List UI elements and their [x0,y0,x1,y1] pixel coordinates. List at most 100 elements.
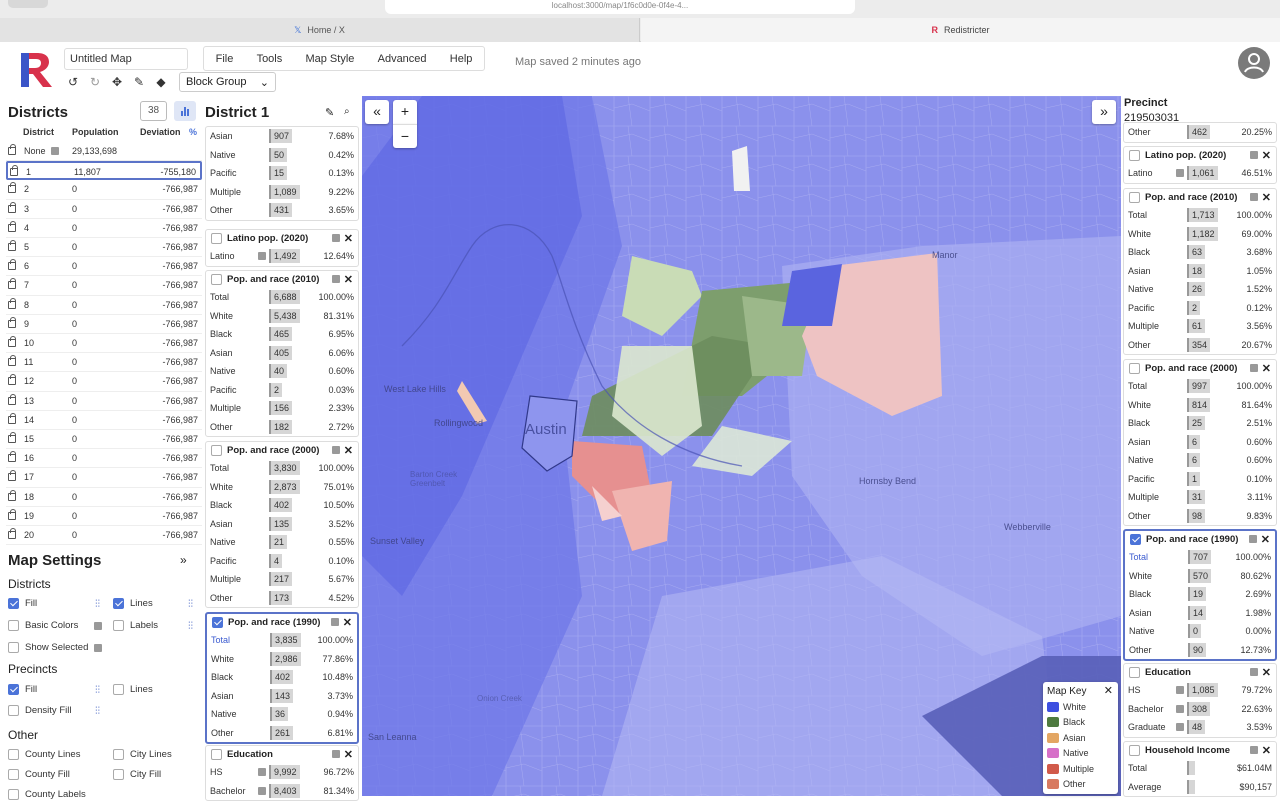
basic-colors-checkbox[interactable] [8,620,19,631]
card-checkbox[interactable] [1129,745,1140,756]
zoom-out-button[interactable]: − [393,124,417,148]
edit-icon[interactable]: ✎ [325,107,335,119]
district-row[interactable]: 18 0 -766,987 [6,488,202,507]
info-icon[interactable] [332,750,340,758]
lock-icon[interactable] [8,336,16,347]
avatar[interactable] [1238,47,1270,79]
district-row[interactable]: 2 0 -766,987 [6,180,202,200]
sliders-icon[interactable]: ⫶⫶ [95,685,100,696]
lock-icon[interactable] [8,393,16,405]
district-row[interactable]: 11 0 -766,987 [6,353,202,373]
info-icon[interactable] [332,446,340,454]
county-fill-checkbox[interactable] [8,769,19,780]
menu-file[interactable]: File [215,52,234,65]
info-icon[interactable] [1250,746,1258,754]
edit-icon[interactable]: ✎ [133,75,145,89]
sliders-icon[interactable]: ⫶⫶ [95,706,100,717]
close-icon[interactable]: ✕ [343,233,353,245]
precinct-lines-option[interactable]: Lines [113,684,153,695]
lock-icon[interactable] [8,144,16,155]
precinct-fill-option[interactable]: Fill [8,684,37,695]
collapse-icon[interactable]: » [180,553,187,567]
city-lines-checkbox[interactable] [113,749,124,760]
city-fill-option[interactable]: City Fill [113,769,161,780]
collapse-left-button[interactable]: « [365,100,389,124]
lock-icon[interactable] [8,182,16,194]
lock-icon[interactable] [8,297,16,309]
sliders-icon[interactable]: ⫶⫶ [188,621,193,632]
info-icon[interactable] [1249,535,1257,543]
county-fill-option[interactable]: County Fill [8,769,70,780]
lock-icon[interactable] [8,374,16,386]
info-icon[interactable] [94,643,103,652]
lock-icon[interactable] [8,528,16,539]
info-icon[interactable] [332,234,340,242]
zoom-icon[interactable]: ⌕ [344,106,350,117]
district-row[interactable]: 4 0 -766,987 [6,219,202,238]
density-fill-option[interactable]: Density Fill [8,705,71,716]
map-canvas[interactable]: Austin West Lake Hills Rollingwood Manor… [362,96,1121,796]
district-row[interactable]: 17 0 -766,987 [6,468,202,488]
district-lines-checkbox[interactable] [113,598,124,609]
browser-tab-x[interactable]: 𝕏 Home / X [0,18,640,42]
close-icon[interactable]: ✕ [343,445,353,457]
county-lines-option[interactable]: County Lines [8,749,80,760]
close-icon[interactable]: ✕ [1260,534,1270,546]
sliders-icon[interactable]: ⫶⫶ [95,599,100,610]
info-icon[interactable] [258,768,266,776]
url-bar[interactable]: localhost:3000/map/1f6c0d0e-0f4e-4... [385,0,855,14]
close-icon[interactable]: ✕ [1261,150,1271,162]
district-row[interactable]: 6 0 -766,987 [6,257,202,277]
district-row[interactable]: 10 0 -766,987 [6,334,202,354]
density-fill-checkbox[interactable] [8,705,19,716]
labels-option[interactable]: Labels [113,620,158,631]
info-icon[interactable] [1176,723,1184,731]
menu-map-style[interactable]: Map Style [305,52,355,65]
card-checkbox[interactable] [211,274,222,285]
district-row[interactable]: 5 0 -766,987 [6,238,202,258]
district-row[interactable]: 1 11,807 -755,180 [6,161,202,181]
show-selected-option[interactable]: Show Selected [8,642,103,653]
lock-icon[interactable] [8,259,16,271]
unit-select[interactable]: Block Group ⌄ [179,72,276,92]
lock-icon[interactable] [8,470,16,482]
window-controls[interactable] [8,0,48,8]
card-checkbox[interactable] [1129,363,1140,374]
district-row[interactable]: 15 0 -766,987 [6,430,202,450]
chart-toggle-button[interactable] [174,101,196,121]
show-selected-checkbox[interactable] [8,642,19,653]
county-lines-checkbox[interactable] [8,749,19,760]
lock-icon[interactable] [8,220,16,232]
lock-icon[interactable] [8,412,16,424]
info-icon[interactable] [1250,151,1258,159]
district-row[interactable]: 20 0 -766,987 [6,526,202,546]
card-checkbox[interactable] [212,617,223,628]
close-icon[interactable]: ✕ [343,749,353,761]
lock-icon[interactable] [8,278,16,290]
lock-icon[interactable] [10,165,18,177]
district-row[interactable]: 9 0 -766,987 [6,315,202,334]
menu-help[interactable]: Help [449,52,473,65]
lock-icon[interactable] [8,240,16,251]
redo-icon[interactable]: ↻ [89,75,101,89]
info-icon[interactable] [258,786,266,795]
city-fill-checkbox[interactable] [113,769,124,780]
basic-colors-option[interactable]: Basic Colors [8,620,103,631]
city-lines-option[interactable]: City Lines [113,749,172,760]
info-icon[interactable] [1176,169,1184,177]
undo-icon[interactable]: ↺ [67,75,79,89]
close-icon[interactable]: ✕ [1261,667,1271,679]
lock-icon[interactable] [8,432,16,443]
district-fill-checkbox[interactable] [8,598,19,609]
labels-checkbox[interactable] [113,620,124,631]
district-row[interactable]: 14 0 -766,987 [6,411,202,430]
district-row[interactable]: 3 0 -766,987 [6,200,202,219]
district-fill-option[interactable]: Fill [8,598,37,609]
county-labels-checkbox[interactable] [8,789,19,800]
collapse-right-button[interactable]: » [1092,100,1116,124]
info-icon[interactable] [51,147,59,155]
county-labels-option[interactable]: County Labels [8,789,86,800]
close-icon[interactable]: ✕ [1261,363,1271,375]
info-icon[interactable] [1250,668,1258,676]
info-icon[interactable] [1176,686,1184,694]
